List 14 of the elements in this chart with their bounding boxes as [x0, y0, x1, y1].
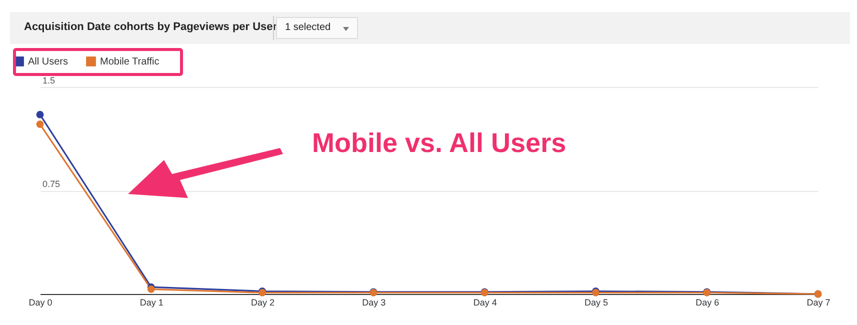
x-tick-label: Day 5 — [584, 298, 608, 308]
legend-label: Mobile Traffic — [100, 56, 160, 68]
y-tick-label: 1.5 — [42, 76, 56, 86]
text: 1 selected — [285, 22, 331, 33]
y-tick-label: 0.75 — [42, 179, 60, 189]
x-tick-label: Day 6 — [696, 298, 720, 308]
x-tick-label: Day 4 — [473, 298, 497, 308]
legend-label: All Users — [28, 56, 68, 68]
x-tick-label: Day 1 — [140, 298, 164, 308]
x-tick-label: Day 0 — [28, 298, 52, 308]
annotation: Mobile vs. All Users — [312, 128, 566, 159]
x-tick-label: Day 3 — [362, 298, 386, 308]
x-tick-label: Day 7 — [806, 298, 830, 308]
x-tick-label: Day 2 — [251, 298, 275, 308]
